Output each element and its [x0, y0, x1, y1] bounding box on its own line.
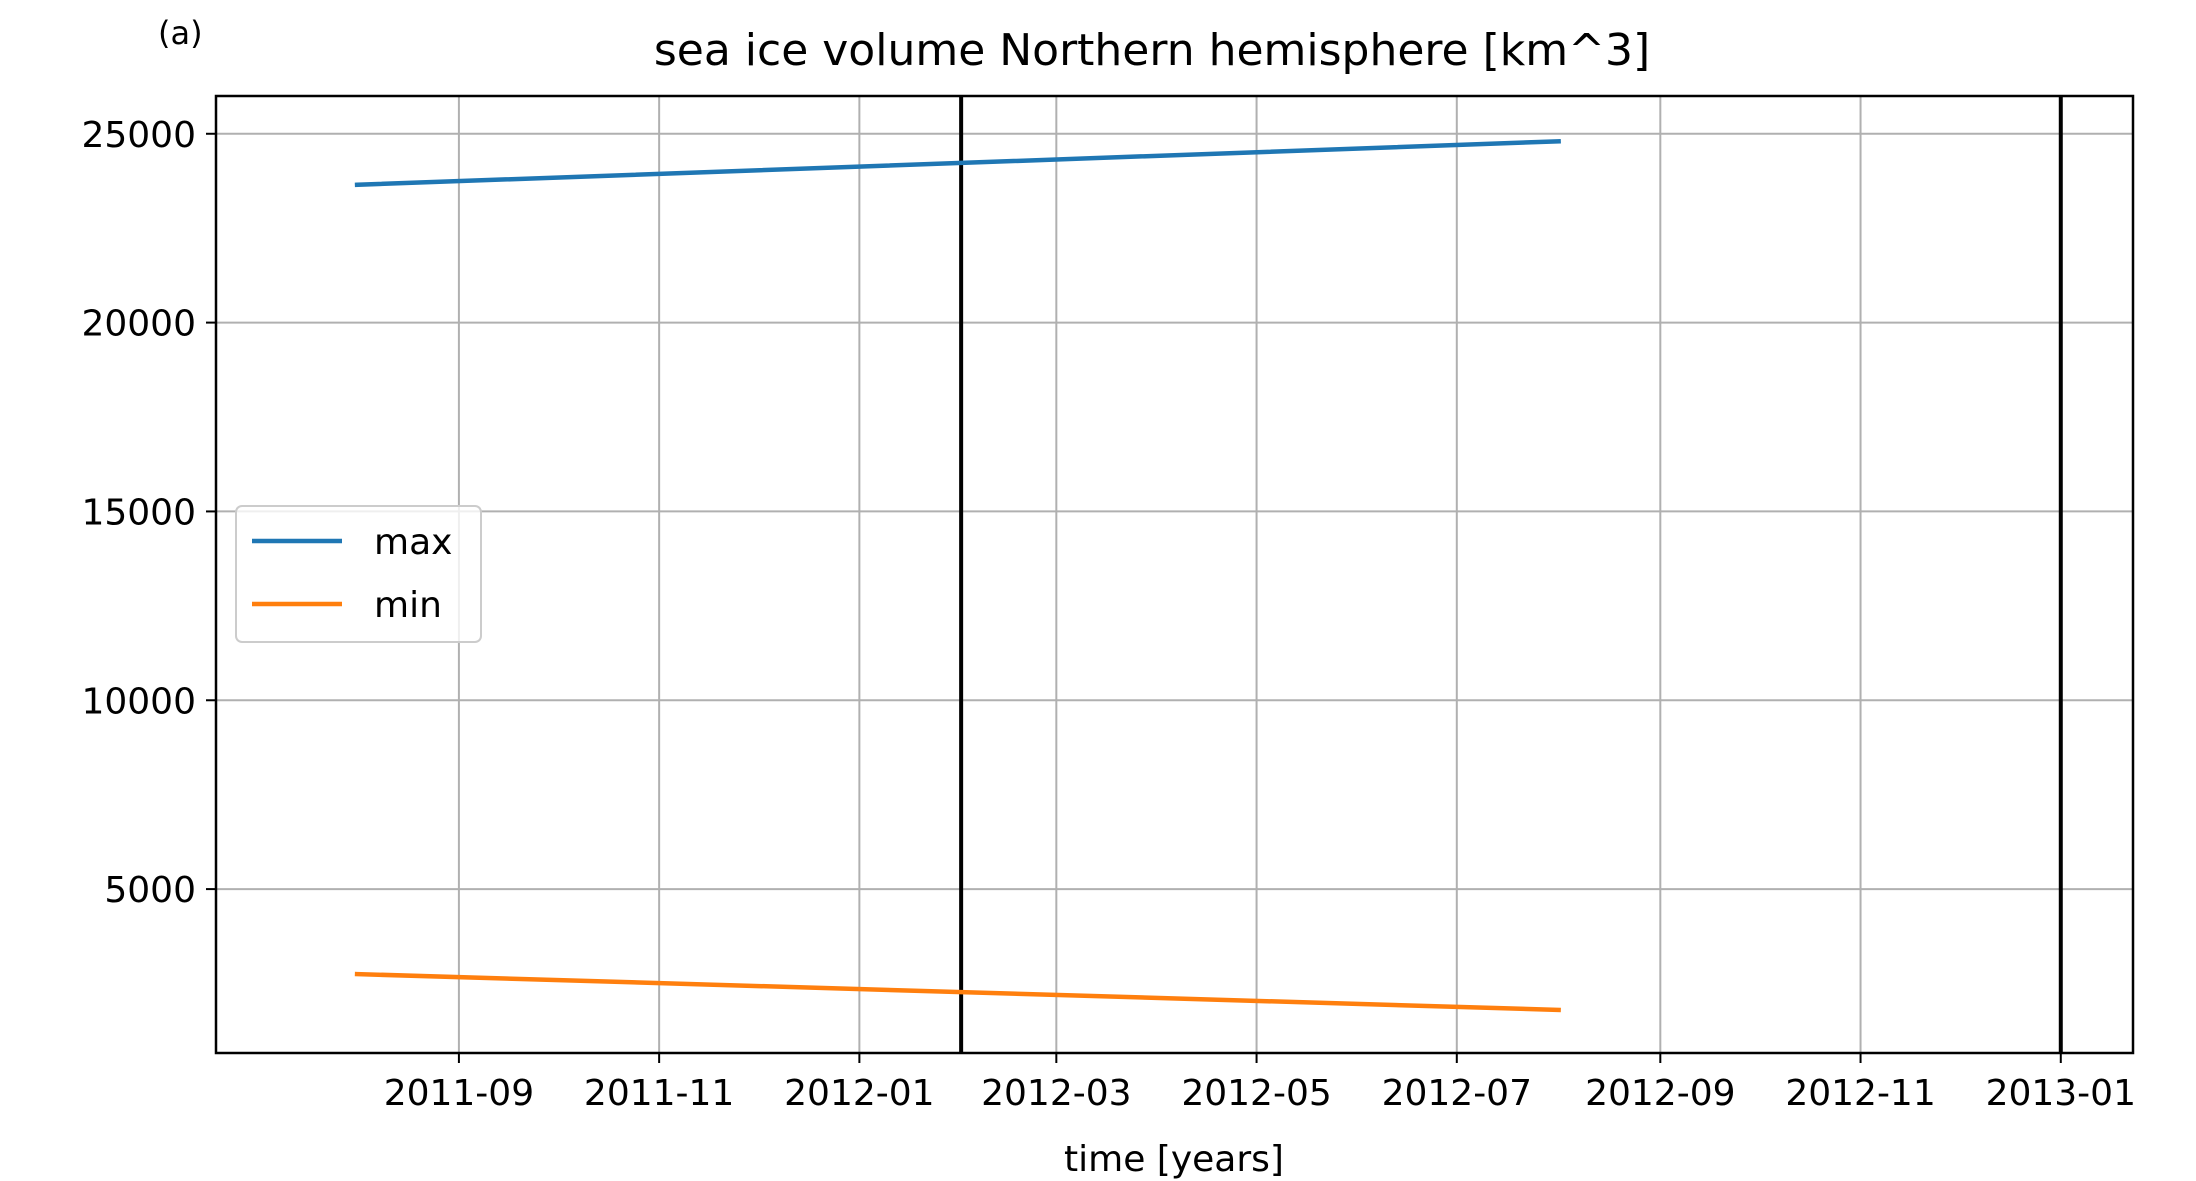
panel-label: (a) — [158, 14, 203, 52]
x-axis-label: time [years] — [1064, 1139, 1284, 1180]
y-tick-label: 20000 — [81, 304, 196, 345]
series-line-max — [354, 138, 1561, 188]
legend-label-min: min — [374, 585, 442, 626]
x-tick-label: 2011-09 — [384, 1073, 534, 1114]
x-tick-label: 2011-11 — [584, 1073, 734, 1114]
x-tick-label: 2012-03 — [981, 1073, 1131, 1114]
y-tick-label: 15000 — [81, 492, 196, 533]
plot-frame — [214, 94, 2135, 1055]
series-line-min — [354, 971, 1561, 1013]
x-tick-label: 2012-05 — [1181, 1073, 1331, 1114]
x-tick-label: 2012-01 — [784, 1073, 934, 1114]
x-tick-label: 2012-07 — [1382, 1073, 1532, 1114]
x-tick-label: 2012-09 — [1585, 1073, 1735, 1114]
chart-title: sea ice volume Northern hemisphere [km^3… — [654, 25, 1650, 76]
series-lines — [354, 138, 1561, 1013]
vertical-markers — [959, 96, 2063, 1053]
legend: max min — [235, 505, 482, 643]
x-axis: 2011-09 2011-11 2012-01 2012-03 2012-05 2012-… — [384, 1053, 2136, 1114]
x-tick-label: 2012-11 — [1785, 1073, 1935, 1114]
y-tick-label: 10000 — [81, 681, 196, 722]
y-tick-label: 5000 — [104, 870, 196, 911]
x-tick-label: 2013-01 — [1986, 1073, 2136, 1114]
legend-label-max: max — [374, 522, 452, 563]
y-tick-label: 25000 — [81, 115, 196, 156]
y-axis: 5000 10000 15000 20000 25000 — [81, 115, 216, 911]
